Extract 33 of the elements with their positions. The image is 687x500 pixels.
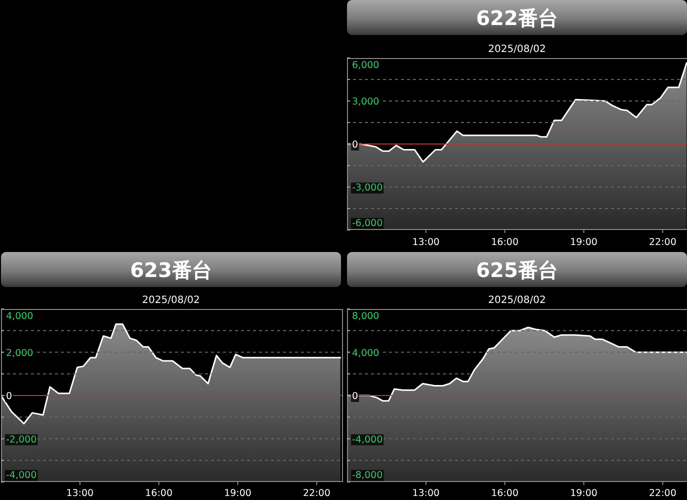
y-tick-label: 0 bbox=[352, 140, 358, 150]
x-tick-label: 13:00 bbox=[66, 488, 94, 499]
chart-title: 622番台 bbox=[476, 6, 558, 30]
y-tick-label: 6,000 bbox=[352, 60, 380, 71]
y-tick-label: -6,000 bbox=[352, 218, 383, 229]
chart-subtitle: 2025/08/02 bbox=[142, 295, 200, 306]
y-tick-label: -2,000 bbox=[6, 434, 37, 446]
x-tick-label: 19:00 bbox=[570, 237, 598, 248]
x-tick-label: 19:00 bbox=[570, 488, 598, 499]
y-tick-label: -4,000 bbox=[352, 434, 383, 446]
y-tick-label: 4,000 bbox=[352, 348, 380, 359]
y-tick-label: 8,000 bbox=[352, 311, 380, 322]
chart-title: 623番台 bbox=[130, 258, 212, 282]
x-tick-label: 16:00 bbox=[145, 488, 173, 499]
x-tick-label: 22:00 bbox=[648, 237, 676, 248]
y-tick-label: 2,000 bbox=[6, 348, 34, 359]
x-tick-label: 22:00 bbox=[648, 488, 676, 499]
x-tick-label: 19:00 bbox=[224, 488, 252, 499]
x-tick-label: 13:00 bbox=[412, 237, 440, 248]
y-tick-label: 0 bbox=[6, 391, 12, 402]
y-tick-label: 3,000 bbox=[352, 96, 380, 108]
y-tick-label: -8,000 bbox=[352, 470, 383, 481]
y-tick-label: 4,000 bbox=[6, 311, 34, 322]
y-tick-label: -4,000 bbox=[6, 470, 37, 481]
x-tick-label: 13:00 bbox=[412, 488, 440, 499]
chart-title: 625番台 bbox=[476, 258, 558, 282]
x-tick-label: 22:00 bbox=[302, 488, 330, 499]
chart-subtitle: 2025/08/02 bbox=[488, 44, 546, 55]
x-tick-label: 16:00 bbox=[491, 488, 519, 499]
y-tick-label: -3,000 bbox=[352, 182, 383, 194]
chart-subtitle: 2025/08/02 bbox=[488, 295, 546, 306]
y-tick-label: 0 bbox=[352, 391, 358, 402]
x-tick-label: 16:00 bbox=[491, 237, 519, 248]
